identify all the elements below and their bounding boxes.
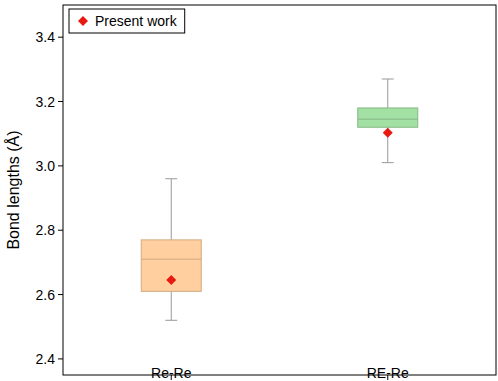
y-tick-label: 3.4 <box>36 29 56 45</box>
y-tick <box>58 230 63 231</box>
frame <box>63 5 496 375</box>
x-tick-label: RE-Re <box>367 365 409 381</box>
y-tick <box>58 37 63 38</box>
median <box>141 259 201 260</box>
legend: Present work <box>69 9 185 33</box>
chart: 2.4 2.6 2.8 3.0 3.2 3.4 Re-Re RE-Re Bond lengths… <box>0 0 498 381</box>
box <box>141 240 201 291</box>
whisker-high <box>171 179 172 240</box>
y-tick-label: 2.8 <box>36 222 56 238</box>
x-tick-label: Re-Re <box>151 365 192 381</box>
median <box>358 119 418 120</box>
plot-marks <box>141 79 418 320</box>
point <box>166 275 176 285</box>
legend-label: Present work <box>95 13 178 29</box>
y-tick-label: 3.0 <box>36 158 56 174</box>
box <box>358 108 418 127</box>
y-tick-label: 2.4 <box>36 351 56 367</box>
point <box>383 128 393 138</box>
whisker-cap-low <box>382 162 394 163</box>
y-tick <box>58 358 63 359</box>
y-tick <box>58 165 63 166</box>
whisker-cap-low <box>165 320 177 321</box>
y-axis-label: Bond lengths (Å) <box>4 130 22 249</box>
whisker-cap-high <box>382 79 394 80</box>
y-tick-label: 3.2 <box>36 94 56 110</box>
legend-marker <box>78 16 88 26</box>
whisker-low <box>171 291 172 320</box>
whisker-cap-high <box>165 178 177 179</box>
y-tick <box>58 294 63 295</box>
whisker-high <box>387 79 388 108</box>
legend-box <box>69 9 185 33</box>
chart-root: 2.4 2.6 2.8 3.0 3.2 3.4 Re-Re RE-Re Bond lengths… <box>0 0 498 381</box>
y-tick-label: 2.6 <box>36 287 56 303</box>
y-tick <box>58 101 63 102</box>
